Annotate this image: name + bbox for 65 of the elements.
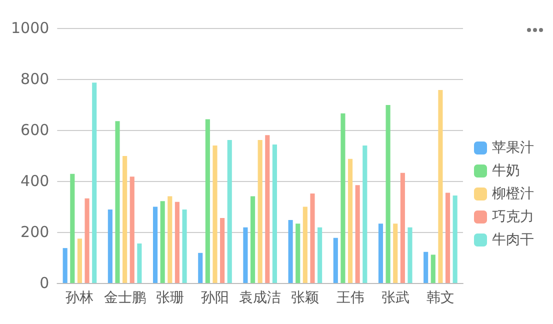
- bar: [92, 82, 97, 283]
- x-tick-label: 金士鹏: [104, 290, 146, 306]
- x-tick-label: 袁成洁: [239, 290, 282, 306]
- legend-label: 柳橙汁: [492, 186, 534, 202]
- bar: [378, 224, 384, 283]
- bar: [310, 193, 315, 283]
- bar: [137, 243, 142, 283]
- y-tick-label: 0: [40, 274, 50, 292]
- bar: [430, 254, 436, 283]
- bar: [212, 146, 218, 283]
- y-tick-label: 600: [20, 121, 50, 139]
- y-tick-label: 800: [20, 70, 50, 88]
- x-tick-label: 孙阳: [200, 290, 229, 306]
- bar: [70, 174, 75, 283]
- bar: [115, 121, 120, 283]
- y-tick-label: 200: [20, 223, 50, 241]
- y-tick-label: 1000: [10, 19, 50, 37]
- bar: [205, 119, 210, 283]
- bar: [122, 156, 128, 283]
- bar: [386, 105, 390, 283]
- bar: [318, 227, 322, 283]
- bar: [243, 227, 248, 283]
- bar: [348, 158, 353, 283]
- legend-label: 苹果汁: [492, 140, 534, 156]
- bar: [62, 248, 68, 283]
- bar: [302, 206, 308, 283]
- bar: [174, 202, 180, 283]
- bar: [296, 224, 300, 283]
- bar: [333, 238, 338, 283]
- bar: [400, 172, 405, 283]
- x-tick-label: 孙林: [66, 290, 94, 306]
- bar: [152, 206, 158, 283]
- bar: [355, 185, 360, 283]
- bar: [424, 252, 428, 283]
- y-tick-label: 400: [20, 172, 50, 190]
- bar: [168, 196, 172, 283]
- bar: [250, 196, 256, 283]
- bar: [362, 146, 368, 283]
- bar: [77, 238, 82, 283]
- x-tick-label: 韩文: [426, 290, 454, 306]
- x-tick-label: 王伟: [336, 290, 364, 306]
- bar: [288, 220, 293, 283]
- bar: [130, 176, 134, 283]
- bar: [227, 140, 232, 283]
- x-tick-label: 张颖: [291, 290, 320, 306]
- x-tick-label: 张珊: [156, 290, 184, 306]
- bar: [198, 252, 203, 283]
- legend-label: 牛奶: [492, 163, 520, 179]
- x-tick-label: 张武: [381, 290, 410, 306]
- bar: [393, 224, 398, 283]
- legend-label: 牛肉干: [492, 232, 534, 248]
- bar: [84, 198, 90, 283]
- bar: [108, 210, 112, 283]
- bar: [272, 144, 277, 283]
- bar: [408, 227, 412, 283]
- bar: [265, 135, 270, 283]
- bar: [220, 218, 225, 283]
- bar: [452, 196, 458, 283]
- bar: [340, 113, 346, 283]
- bar: [445, 192, 450, 283]
- bar: [438, 90, 443, 283]
- legend-label: 巧克力: [492, 209, 534, 225]
- bar: [258, 140, 262, 283]
- bar: [160, 201, 165, 283]
- bar: [182, 210, 187, 283]
